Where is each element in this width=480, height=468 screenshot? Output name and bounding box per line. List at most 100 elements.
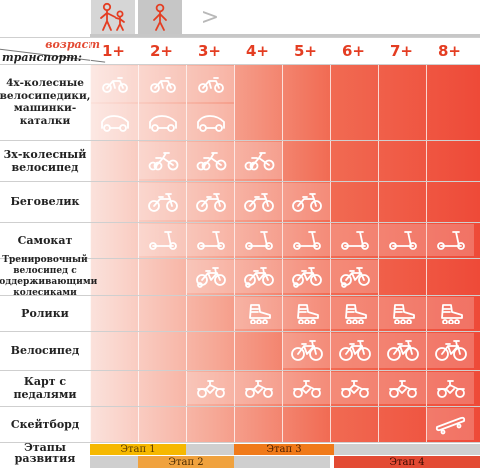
row-line xyxy=(0,37,480,38)
row-label-9: Скейтборд xyxy=(10,417,80,431)
column-line xyxy=(186,38,187,442)
cell-5-6 xyxy=(331,260,378,293)
row-line xyxy=(0,331,480,332)
roller-skate-icon xyxy=(440,304,463,324)
row-line xyxy=(0,295,480,296)
stage-4: Этап 4 xyxy=(334,456,480,468)
stage-3: Этап 3 xyxy=(234,444,334,455)
scooter-icon xyxy=(340,231,369,250)
tab-family[interactable] xyxy=(91,0,135,34)
column-line xyxy=(378,38,379,442)
stage-2: Этап 2 xyxy=(138,456,234,468)
column-line xyxy=(426,38,427,442)
row-line xyxy=(0,222,480,223)
small-bike-and-car-icon xyxy=(149,77,176,93)
small-bike-and-car-icon xyxy=(101,77,128,93)
stage-1-gray xyxy=(186,444,234,455)
family-icon xyxy=(100,2,125,31)
row-line xyxy=(0,64,480,65)
balance-bike-icon xyxy=(195,192,226,212)
cell-4-6 xyxy=(331,224,378,256)
cell-7-5 xyxy=(283,333,330,368)
cell-8-6 xyxy=(331,372,378,404)
row-label-2: 3х-колесный велосипед xyxy=(3,147,87,174)
row-label-4: Самокат xyxy=(17,233,73,247)
row-line xyxy=(0,406,480,407)
cell-2-3 xyxy=(187,142,234,179)
age-6: 6+ xyxy=(341,42,365,60)
car-icon xyxy=(196,115,225,132)
cell-8-4 xyxy=(235,372,282,404)
cell-3-4 xyxy=(235,183,282,220)
stage-2-gray xyxy=(90,456,138,468)
training-bike-icon xyxy=(195,266,226,288)
age-7: 7+ xyxy=(389,42,413,60)
training-bike-icon xyxy=(291,266,322,288)
balance-bike-icon xyxy=(291,192,322,212)
top-rule xyxy=(90,34,480,37)
cell-7-7 xyxy=(379,333,426,368)
cell-4-7 xyxy=(379,224,426,256)
tricycle-icon xyxy=(148,151,178,170)
cell-5-5 xyxy=(283,260,330,293)
cell-4-8 xyxy=(427,224,474,256)
transport-caption: транспорт: xyxy=(2,51,82,64)
pedal-kart-icon xyxy=(244,380,273,398)
row-label-5: Тренировочный велосипед с поддерживающим… xyxy=(0,254,98,298)
cell-1-3 xyxy=(187,66,234,102)
row-label-7: Велосипед xyxy=(10,344,80,357)
training-bike-icon xyxy=(243,266,274,288)
age-caption: возраст xyxy=(45,38,100,51)
cell-8-8 xyxy=(427,372,474,404)
pedal-kart-icon xyxy=(292,380,321,398)
tricycle-icon xyxy=(196,151,226,170)
stage-4-gray xyxy=(234,456,330,468)
cell-4-2 xyxy=(139,224,186,256)
roller-skate-icon xyxy=(392,304,415,324)
bicycle-icon xyxy=(290,339,323,361)
cell-6-5 xyxy=(283,297,330,329)
tab-child[interactable] xyxy=(138,0,182,34)
column-line xyxy=(282,38,283,442)
cell-5-4 xyxy=(235,260,282,293)
cell-1-2 xyxy=(139,104,186,140)
age-1: 1+ xyxy=(101,42,125,60)
row-label-8: Карт с педалями xyxy=(13,375,77,401)
label-column xyxy=(0,64,91,442)
cell-8-5 xyxy=(283,372,330,404)
cell-3-5 xyxy=(283,183,330,220)
stages-caption-text: Этапы развития xyxy=(14,441,76,465)
stage-3-label: Этап 3 xyxy=(266,444,302,455)
cell-9-8 xyxy=(427,408,474,440)
next-arrow[interactable]: > xyxy=(200,4,220,30)
roller-skate-icon xyxy=(248,304,271,324)
cell-4-3 xyxy=(187,224,234,256)
bicycle-icon xyxy=(434,339,467,361)
age-8: 8+ xyxy=(437,42,461,60)
stage-1-label: Этап 1 xyxy=(120,444,156,455)
bicycle-icon xyxy=(338,339,371,361)
cell-1-1 xyxy=(91,104,138,140)
bicycle-icon xyxy=(386,339,419,361)
car-icon xyxy=(148,115,177,132)
row-label-6: Ролики xyxy=(21,306,69,320)
cell-6-4 xyxy=(235,297,282,329)
age-4: 4+ xyxy=(245,42,269,60)
cell-5-3 xyxy=(187,260,234,293)
row-label-1: 4х-колесные велосипедики, машинки-каталк… xyxy=(0,77,91,127)
stage-4-label: Этап 4 xyxy=(389,456,425,468)
skateboard-icon xyxy=(435,416,465,435)
stages-caption: Этапы развития xyxy=(2,442,88,464)
column-line xyxy=(90,38,91,442)
roller-skate-icon xyxy=(296,304,319,324)
scooter-icon xyxy=(196,231,225,250)
row-line xyxy=(0,258,480,259)
cell-6-8 xyxy=(427,297,474,329)
column-line xyxy=(234,38,235,442)
cell-2-2 xyxy=(139,142,186,179)
row-line xyxy=(0,181,480,182)
row-line xyxy=(0,442,480,443)
cell-4-4 xyxy=(235,224,282,256)
tricycle-icon xyxy=(244,151,274,170)
